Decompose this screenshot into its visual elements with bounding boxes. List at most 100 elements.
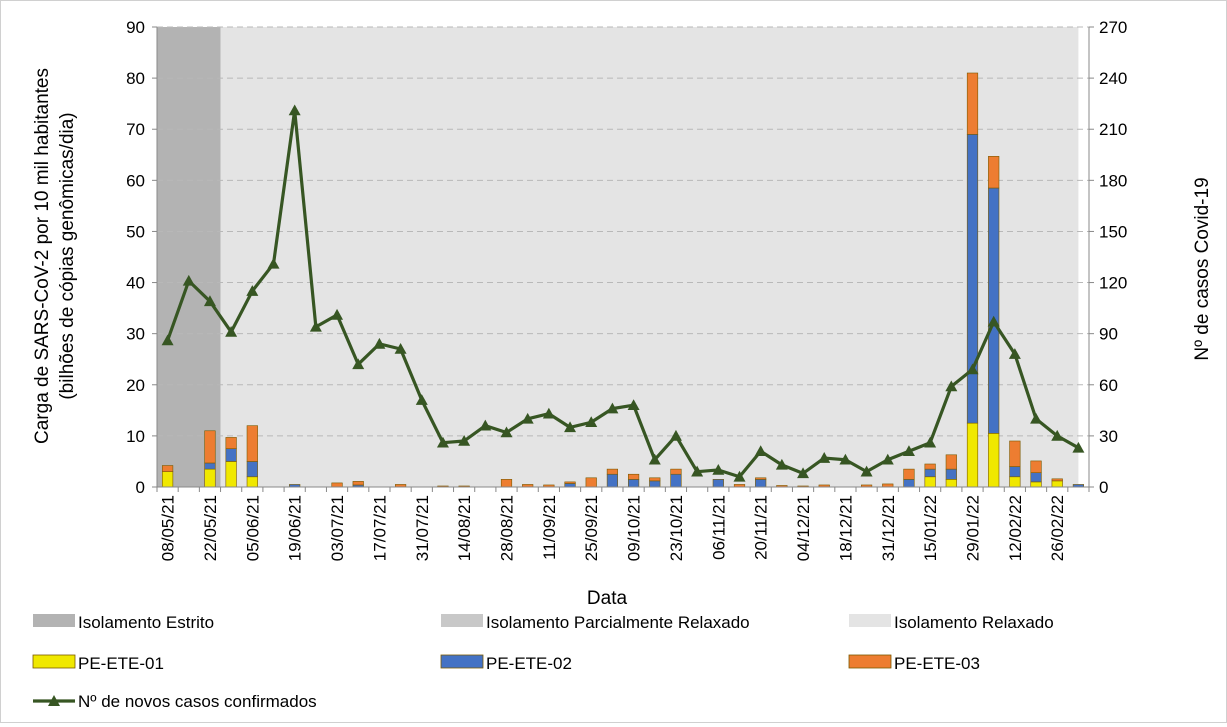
phase-band-2	[220, 27, 1079, 487]
legend-swatch-2	[849, 614, 891, 627]
bar-pe-ete-02-40	[1009, 466, 1021, 478]
bar-pe-ete-01-37	[945, 479, 957, 488]
cases-marker-7	[309, 320, 322, 332]
cases-marker-5	[267, 257, 280, 269]
bar-pe-ete-02-21	[606, 473, 619, 488]
left-tick-label: 20	[126, 376, 145, 395]
bar-pe-ete-03-28	[755, 477, 767, 480]
bar-pe-ete-01-38	[966, 422, 979, 488]
x-axis-ticks: 08/05/21 22/05/21 05/06/21 19/06/21 03/07/21…	[156, 487, 1090, 561]
x-tick-label: 22/05/21	[201, 495, 220, 561]
legend: Isolamento Estrito Isolamento Parcialment…	[32, 613, 1054, 711]
bar-pe-ete-03-8	[331, 482, 343, 488]
cases-marker-3	[225, 325, 238, 337]
cases-marker-41	[1030, 412, 1043, 424]
cases-marker-19	[564, 421, 577, 433]
left-tick-label: 80	[126, 69, 145, 88]
bar-series	[161, 72, 1085, 488]
bar-pe-ete-03-42	[1051, 478, 1063, 482]
cases-marker-35	[902, 445, 915, 457]
x-tick-label: 15/01/22	[921, 495, 940, 561]
cases-marker-28	[754, 445, 767, 457]
cases-marker-10	[373, 337, 386, 349]
left-tick-label: 90	[126, 18, 145, 37]
x-tick-label: 20/11/21	[752, 495, 771, 560]
cases-marker-37	[945, 380, 958, 392]
bar-pe-ete-01-42	[1051, 480, 1063, 488]
bar-pe-ete-02-35	[903, 479, 915, 488]
x-tick-label: 12/02/22	[1006, 495, 1025, 561]
gridlines	[157, 26, 1089, 437]
legend-label-0: Isolamento Estrito	[78, 613, 214, 632]
left-axis-title-line1: Carga de SARS-CoV-2 por 10 mil habitante…	[32, 68, 53, 444]
bar-pe-ete-02-2	[204, 462, 216, 470]
cases-marker-8	[331, 308, 344, 320]
cases-marker-43	[1072, 441, 1085, 453]
right-tick-label: 0	[1099, 478, 1108, 497]
cases-marker-1	[182, 274, 195, 286]
bar-pe-ete-02-39	[988, 187, 1000, 434]
bar-pe-ete-03-20	[585, 477, 597, 488]
cases-marker-27	[733, 470, 746, 482]
bar-pe-ete-01-41	[1030, 481, 1042, 488]
cases-marker-32	[839, 453, 852, 465]
cases-marker-11	[394, 343, 407, 354]
bar-pe-ete-03-21	[606, 468, 619, 475]
bar-pe-ete-02-26	[712, 479, 724, 488]
bar-pe-ete-02-38	[966, 134, 979, 424]
bar-pe-ete-01-3	[225, 461, 237, 488]
cases-marker-23	[648, 453, 661, 465]
x-tick-label: 09/10/21	[625, 495, 644, 561]
bar-pe-ete-03-16	[500, 479, 513, 488]
legend-swatch-1	[441, 614, 483, 627]
cases-marker-20	[585, 416, 598, 428]
bar-pe-ete-01-4	[246, 476, 258, 488]
cases-marker-18	[542, 407, 555, 419]
cases-marker-26	[712, 463, 725, 475]
cases-marker-39	[987, 315, 1000, 327]
x-tick-label: 19/06/21	[286, 495, 305, 561]
x-tick-label: 11/09/21	[540, 495, 559, 560]
cases-marker-6	[288, 104, 301, 116]
right-axis-title: Nº de casos Covid-19	[1192, 177, 1213, 360]
legend-label-5: PE-ETE-03	[894, 654, 980, 673]
bar-pe-ete-02-19	[564, 483, 576, 488]
legend-label-6: Nº de novos casos confirmados	[78, 692, 317, 711]
x-axis-title: Data	[587, 588, 628, 609]
bar-pe-ete-03-24	[670, 468, 682, 475]
right-tick-label: 60	[1099, 376, 1118, 395]
cases-marker-36	[924, 436, 937, 448]
x-tick-label: 06/11/21	[709, 495, 728, 560]
x-tick-label: 28/08/21	[498, 495, 517, 561]
bar-pe-ete-03-9	[352, 481, 364, 486]
cases-marker-12	[415, 394, 428, 405]
right-tick-label: 30	[1099, 427, 1118, 446]
cases-marker-33	[860, 465, 873, 477]
cases-marker-25	[691, 465, 704, 477]
legend-label-4: PE-ETE-02	[486, 654, 572, 673]
bar-pe-ete-02-23	[649, 480, 661, 488]
right-axis-ticks: 0 30 60 90 120 150 180 210 240 270	[1089, 18, 1127, 497]
cases-marker-38	[966, 363, 979, 375]
legend-swatch-3	[32, 654, 76, 669]
x-tick-label: 26/02/22	[1048, 495, 1067, 561]
cases-marker-17	[521, 412, 534, 424]
phase-backgrounds	[157, 27, 1079, 487]
left-tick-label: 10	[126, 427, 145, 446]
bar-pe-ete-01-40	[1009, 476, 1021, 488]
bar-pe-ete-03-19	[564, 481, 576, 484]
legend-swatch-0	[33, 614, 75, 627]
left-tick-label: 50	[126, 222, 145, 241]
bar-pe-ete-02-22	[627, 479, 640, 488]
cases-marker-14	[458, 435, 471, 446]
cases-marker-2	[203, 295, 216, 307]
bar-pe-ete-03-4	[246, 425, 258, 462]
bar-pe-ete-01-39	[988, 433, 1000, 488]
bar-pe-ete-03-39	[988, 156, 1000, 189]
bar-pe-ete-03-41	[1030, 460, 1042, 473]
x-tick-label: 23/10/21	[667, 495, 686, 561]
x-tick-label: 04/12/21	[794, 495, 813, 561]
cases-marker-4	[246, 285, 259, 296]
cases-marker-21	[606, 402, 619, 414]
right-tick-label: 90	[1099, 325, 1118, 344]
